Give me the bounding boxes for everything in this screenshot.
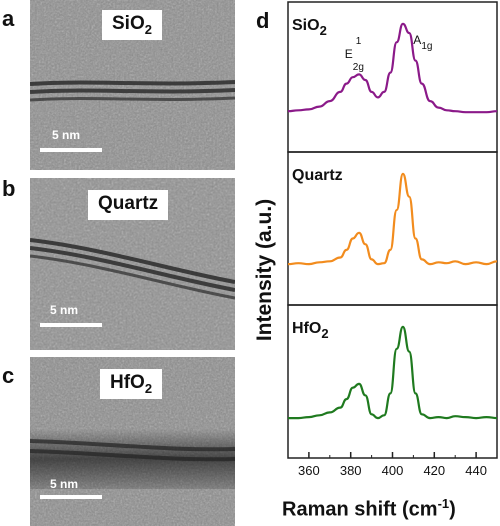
x-tick-label-4: 440: [465, 463, 487, 478]
panel-label-b: b: [2, 176, 16, 201]
peak-label-e2g: E2g: [345, 47, 364, 73]
scale-bar-a: [40, 148, 102, 152]
x-axis-label: Raman shift (cm-1): [282, 496, 456, 521]
series-label-1: Quartz: [292, 167, 343, 184]
peak-label-a1g: A1g: [413, 33, 432, 52]
substrate-tag-sio2: SiO2: [102, 10, 162, 40]
panel-label-d: d: [256, 8, 270, 33]
scale-label-c: 5 nm: [50, 477, 79, 491]
x-tick-label-3: 420: [423, 463, 445, 478]
series-line-0: [287, 22, 498, 114]
peak-label-e2g-sup: 1: [356, 36, 362, 47]
scale-label-a: 5 nm: [52, 128, 81, 142]
y-axis-label: Intensity (a.u.): [253, 198, 276, 342]
series-label-0: SiO2: [292, 17, 327, 38]
x-tick-label-0: 360: [298, 463, 320, 478]
tem-image-hfo2: HfO2 5 nm: [30, 357, 235, 526]
series-line-1: [287, 172, 498, 266]
series-line-2: [287, 325, 498, 420]
scale-bar-c: [40, 495, 102, 499]
substrate-tag-hfo2: HfO2: [100, 369, 163, 399]
panel-label-a: a: [2, 6, 15, 31]
x-axis-ticks: 360 380 400 420 440: [287, 452, 498, 478]
x-tick-label-2: 400: [382, 463, 404, 478]
chart-curves: [287, 22, 498, 420]
substrate-tag-quartz: Quartz: [88, 190, 169, 220]
series-label-2: HfO2: [292, 320, 329, 341]
x-tick-label-1: 380: [340, 463, 362, 478]
tem-image-sio2: SiO2 5 nm: [30, 0, 235, 170]
scale-label-b: 5 nm: [50, 303, 79, 317]
tem-image-quartz: Quartz 5 nm: [30, 178, 235, 350]
scale-bar-b: [40, 323, 102, 327]
panel-label-c: c: [2, 363, 15, 388]
